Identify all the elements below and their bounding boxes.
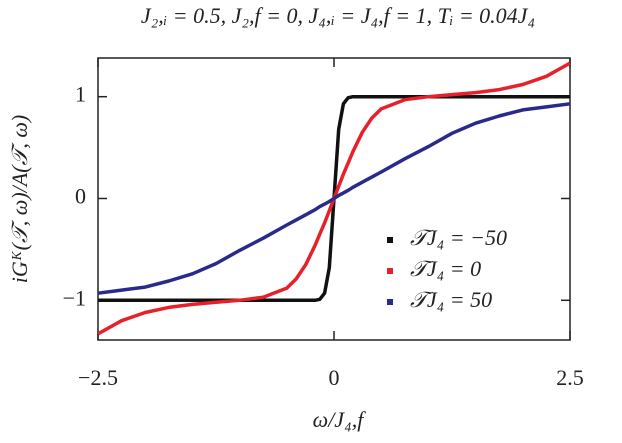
y-tick-label: 1 (75, 82, 86, 107)
y-tick-label: 0 (75, 184, 86, 209)
legend-label: 𝒯J₄ = 0 (410, 256, 481, 281)
y-axis-label: iGᴷ(𝒯, ω)/A(𝒯, ω) (7, 115, 32, 283)
x-tick-label: −2.5 (78, 365, 118, 390)
x-axis-label: ω/J₄,f (313, 407, 367, 432)
legend-label: 𝒯J₄ = 50 (410, 287, 492, 312)
legend-label: 𝒯J₄ = −50 (410, 225, 507, 250)
chart-title: J₂,ᵢ = 0.5, J₂,f = 0, J₄,ᵢ = J₄,f = 1, T… (141, 3, 535, 28)
y-tick-label: −1 (63, 285, 86, 310)
legend-marker (387, 237, 393, 243)
line-series (97, 102, 571, 295)
legend-marker (387, 268, 393, 274)
x-tick-label: 0 (329, 365, 340, 390)
x-tick-label: 2.5 (556, 365, 584, 390)
legend-marker (387, 299, 393, 305)
